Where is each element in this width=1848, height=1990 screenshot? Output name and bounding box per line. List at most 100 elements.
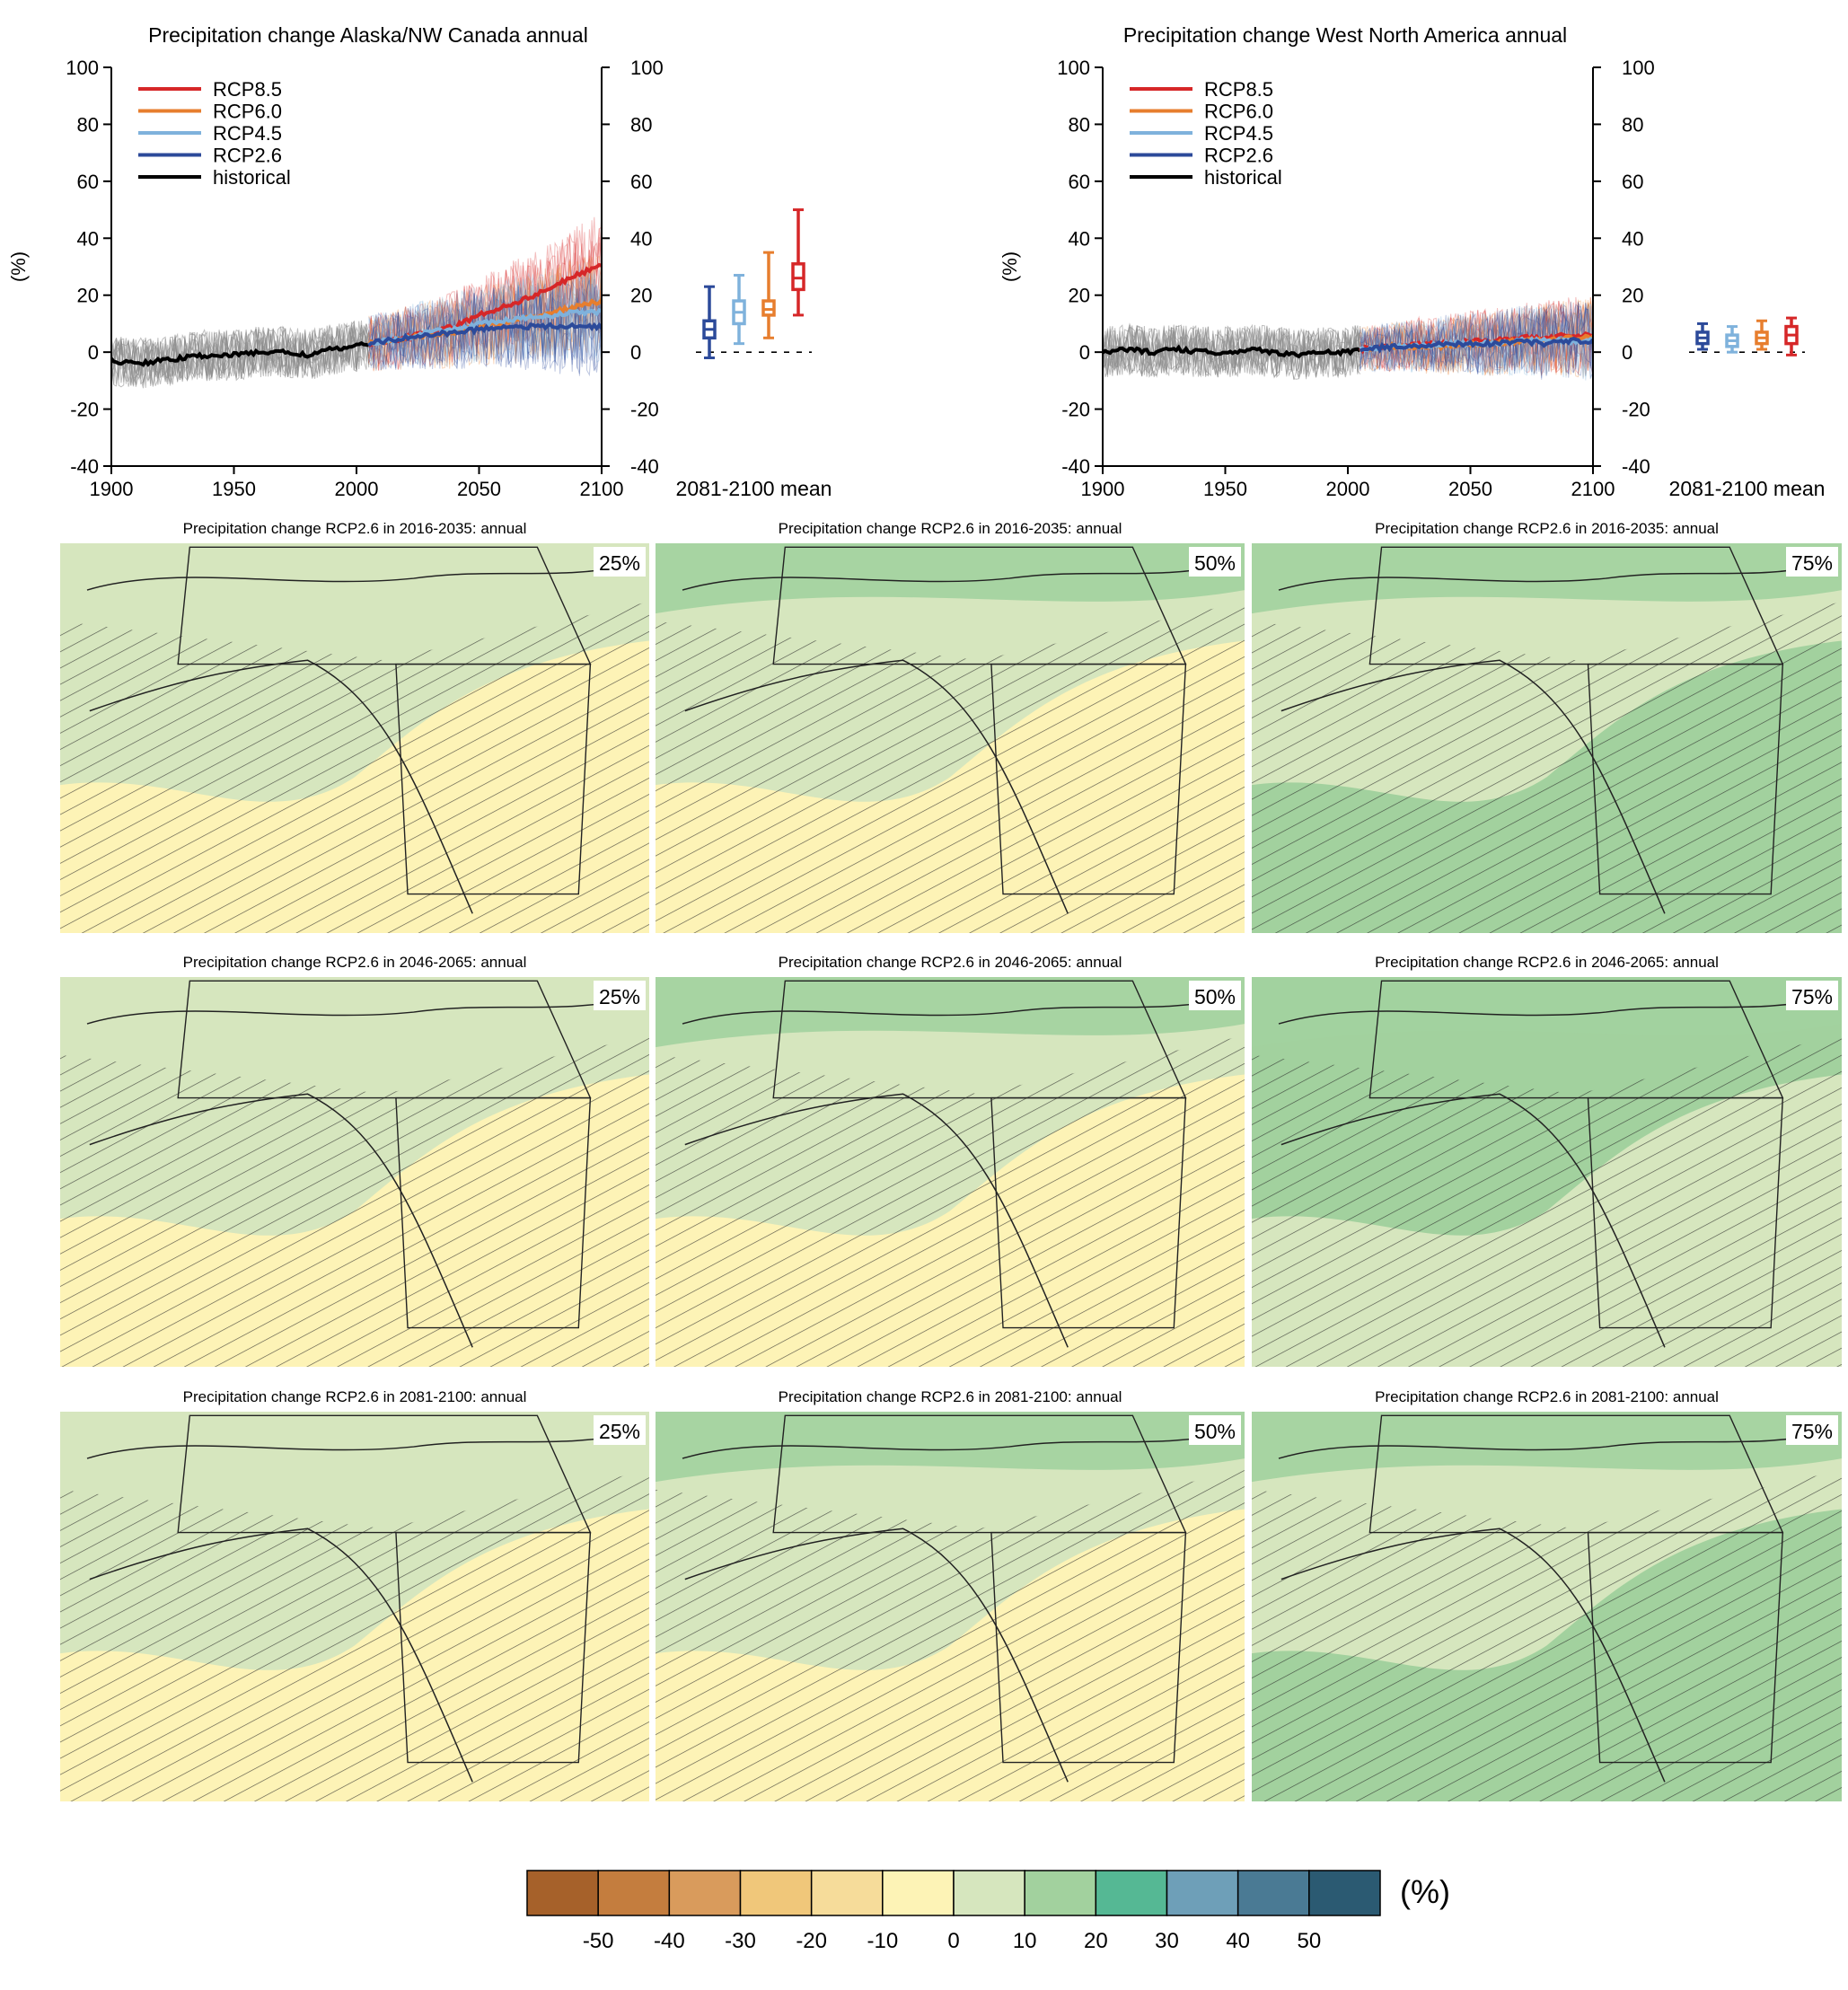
map-panel-6: Precipitation change RCP2.6 in 2046-2065…	[1252, 954, 1842, 1367]
y-tick-label-right: -40	[1622, 455, 1650, 478]
legend-label: RCP4.5	[1204, 122, 1273, 145]
percentile-label: 75%	[1791, 985, 1833, 1008]
percentile-label: 50%	[1194, 1420, 1236, 1443]
colorbar-swatch	[1166, 1870, 1239, 1916]
percentile-label: 25%	[599, 1420, 640, 1443]
y-tick-label-right: -40	[630, 455, 659, 478]
x-tick-label: 2100	[1571, 478, 1615, 500]
RCP8.5-member	[368, 229, 602, 367]
RCP8.5-member	[1360, 297, 1593, 374]
colorbar-tick-label: 40	[1226, 1929, 1250, 1953]
y-tick-label-left: 20	[1069, 285, 1090, 307]
y-tick-label-left: 20	[77, 285, 99, 307]
colorbar-unit: (%)	[1400, 1873, 1450, 1910]
map-panel-8: Precipitation change RCP2.6 in 2081-2100…	[656, 1388, 1245, 1801]
y-tick-label-left: 100	[1057, 57, 1090, 79]
RCP2.6-member	[1360, 303, 1593, 376]
RCP8.5-member	[1360, 296, 1593, 375]
y-tick-label-right: 60	[1622, 171, 1643, 193]
map-panel-9: Precipitation change RCP2.6 in 2081-2100…	[1252, 1388, 1842, 1801]
RCP2.6-member	[368, 280, 602, 374]
y-tick-label-left: -20	[1061, 399, 1090, 421]
map-hatching	[656, 1035, 1245, 1367]
historical-member	[1103, 324, 1361, 380]
boxplot-RCP2.6	[1695, 321, 1710, 351]
panel-title: Precipitation change Alaska/NW Canada an…	[148, 23, 588, 47]
y-tick-label-right: 100	[630, 57, 664, 79]
map-north-band	[60, 1412, 649, 1483]
y-tick-label-left: 0	[88, 341, 99, 364]
map-title: Precipitation change RCP2.6 in 2016-2035…	[183, 520, 527, 537]
series-line-RCP2.6	[1359, 337, 1593, 354]
RCP4.5-member	[368, 273, 602, 371]
boxplot-RCP8.5	[791, 208, 805, 317]
RCP2.6-member	[1360, 302, 1593, 373]
region-box-wna	[1587, 663, 1784, 895]
map-north-band	[60, 543, 649, 614]
boxplot-RCP4.5	[732, 274, 746, 346]
RCP4.5-member	[1360, 304, 1593, 381]
boxplot-RCP6.0	[761, 251, 776, 339]
map-north-band	[60, 977, 649, 1048]
map-north-band	[1252, 1412, 1842, 1483]
map-field	[60, 977, 649, 1367]
region-box-wna	[395, 1096, 592, 1329]
percentile-box	[594, 1415, 646, 1445]
map-field	[656, 1412, 1245, 1801]
legend-label: RCP6.0	[213, 101, 282, 123]
colorbar-tick-label: -20	[796, 1929, 827, 1953]
RCP2.6-member	[1360, 300, 1593, 374]
x-tick-label: 1900	[1081, 478, 1125, 500]
map-north-band	[1252, 543, 1842, 614]
colorbar-tick-label: -10	[867, 1929, 898, 1953]
y-tick-label-left: 80	[1069, 113, 1090, 136]
RCP2.6-member	[368, 289, 602, 369]
y-tick-label-right: 60	[630, 171, 652, 193]
y-tick-label-right: 40	[630, 227, 652, 250]
timeseries-panels: Precipitation change Alaska/NW Canada an…	[7, 23, 1825, 500]
series-line-historical	[111, 340, 370, 367]
colorbar-swatch	[953, 1870, 1025, 1916]
map-hatching	[1252, 1470, 1842, 1801]
colorbar-tick-label: 10	[1013, 1929, 1037, 1953]
boxplot-label: 2081-2100 mean	[676, 477, 832, 500]
RCP8.5-member	[1360, 301, 1593, 376]
map-hatching	[60, 602, 649, 933]
colorbar-swatch	[597, 1870, 671, 1916]
RCP4.5-member	[368, 262, 602, 369]
map-title: Precipitation change RCP2.6 in 2016-2035…	[779, 520, 1122, 537]
map-hatching	[656, 602, 1245, 933]
map-field	[60, 1412, 649, 1801]
colorbar: -50 -40 -30 -20 -10 0 10 20 30 40 50 (%)	[526, 1870, 1450, 1953]
map-north-band	[656, 977, 1245, 1048]
map-panel-3: Precipitation change RCP2.6 in 2016-2035…	[1252, 520, 1842, 933]
y-tick-label-right: 20	[630, 285, 652, 307]
map-hatching	[1252, 602, 1842, 933]
RCP6.0-member	[368, 257, 602, 372]
colorbar-swatch	[810, 1870, 884, 1916]
colorbar-tick-label: 30	[1155, 1929, 1179, 1953]
y-tick-label-left: -40	[70, 455, 99, 478]
RCP4.5-member	[368, 263, 602, 367]
boxplot-RCP8.5	[1784, 316, 1799, 357]
historical-member	[1103, 326, 1361, 378]
panel-title: Precipitation change West North America …	[1123, 23, 1567, 47]
region-box-wna	[395, 663, 592, 895]
colorbar-swatch	[1308, 1870, 1381, 1916]
y-tick-label-right: 0	[1622, 341, 1632, 364]
RCP4.5-member	[1360, 304, 1593, 380]
y-axis-label: (%)	[7, 251, 30, 282]
historical-member	[1103, 324, 1361, 378]
RCP4.5-member	[1360, 302, 1593, 379]
map-panels: Precipitation change RCP2.6 in 2016-2035…	[60, 520, 1842, 1801]
y-tick-label-left: 40	[1069, 227, 1090, 250]
y-tick-label-left: -40	[1061, 455, 1090, 478]
boxplot-box	[791, 262, 805, 292]
legend-label: RCP6.0	[1204, 101, 1273, 123]
colorbar-tick-label: 50	[1297, 1929, 1321, 1953]
series-line-RCP2.6	[367, 321, 602, 348]
map-hatching	[1252, 1035, 1842, 1367]
x-tick-label: 2050	[457, 478, 501, 500]
map-title: Precipitation change RCP2.6 in 2046-2065…	[779, 954, 1122, 971]
